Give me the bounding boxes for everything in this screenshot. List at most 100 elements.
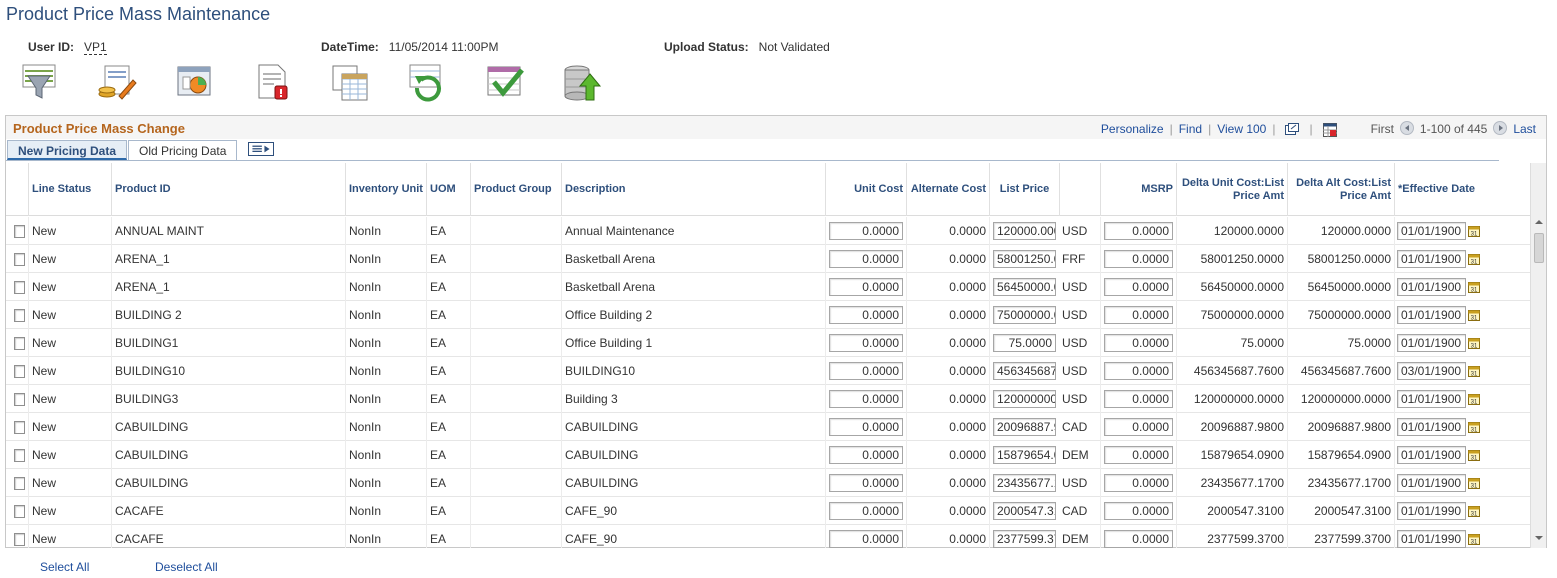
row-select-checkbox[interactable] [14,252,25,266]
msrp-input[interactable]: 0.0000 [1104,334,1173,352]
list-price-input[interactable]: 58001250.0 [993,250,1056,268]
header-delta-alt-cost[interactable]: Delta Alt Cost:List Price Amt [1287,163,1394,216]
download-excel-icon[interactable] [1322,123,1337,137]
last-link[interactable]: Last [1513,122,1536,136]
header-inventory-unit[interactable]: Inventory Unit [345,163,426,216]
header-line-status[interactable]: Line Status [28,163,111,216]
unit-cost-input[interactable]: 0.0000 [829,390,903,408]
unit-cost-input[interactable]: 0.0000 [829,502,903,520]
row-select-checkbox[interactable] [14,280,25,294]
effective-date-input[interactable]: 01/01/1900 [1397,474,1466,492]
header-msrp[interactable]: MSRP [1100,163,1176,216]
tab-old-pricing-data[interactable]: Old Pricing Data [128,140,238,160]
unit-cost-input[interactable]: 0.0000 [829,530,903,548]
select-all-link[interactable]: Select All [40,560,90,574]
calendar-icon[interactable]: 31 [1468,365,1480,378]
calendar-icon[interactable]: 31 [1468,477,1480,490]
effective-date-input[interactable]: 01/01/1900 [1397,390,1466,408]
list-price-input[interactable]: 75000000.0 [993,306,1056,324]
find-link[interactable]: Find [1178,122,1203,136]
msrp-input[interactable]: 0.0000 [1104,418,1173,436]
unit-cost-input[interactable]: 0.0000 [829,250,903,268]
header-product-id[interactable]: Product ID [111,163,345,216]
unit-cost-input[interactable]: 0.0000 [829,306,903,324]
calendar-icon[interactable]: 31 [1468,253,1480,266]
effective-date-input[interactable]: 01/01/1990 [1397,530,1466,548]
effective-date-input[interactable]: 01/01/1900 [1397,446,1466,464]
row-select-checkbox[interactable] [14,392,25,406]
header-alternate-cost[interactable]: Alternate Cost [906,163,989,216]
calendar-icon[interactable]: 31 [1468,337,1480,350]
msrp-input[interactable]: 0.0000 [1104,530,1173,548]
next-page-button[interactable] [1493,121,1508,135]
calendar-icon[interactable]: 31 [1468,393,1480,406]
list-price-input[interactable]: 75.0000 [993,334,1056,352]
msrp-input[interactable]: 0.0000 [1104,278,1173,296]
msrp-input[interactable]: 0.0000 [1104,222,1173,240]
row-select-checkbox[interactable] [14,420,25,434]
row-select-checkbox[interactable] [14,224,25,238]
row-select-checkbox[interactable] [14,308,25,322]
scroll-down-arrow[interactable] [1535,536,1543,540]
upload-icon[interactable] [562,62,602,102]
validate-icon[interactable] [485,62,525,102]
calendar-icon[interactable]: 31 [1468,449,1480,462]
list-price-input[interactable]: 15879654.0 [993,446,1056,464]
row-select-checkbox[interactable] [14,504,25,518]
msrp-input[interactable]: 0.0000 [1104,474,1173,492]
unit-cost-input[interactable]: 0.0000 [829,278,903,296]
previous-page-button[interactable] [1399,121,1414,135]
user-id-value[interactable]: VP1 [84,40,107,55]
scroll-up-arrow[interactable] [1535,220,1543,224]
tab-new-pricing-data[interactable]: New Pricing Data [7,140,128,160]
chart-icon[interactable] [175,62,215,102]
calendar-icon[interactable]: 31 [1468,309,1480,322]
calendar-icon[interactable]: 31 [1468,281,1480,294]
edit-prices-icon[interactable] [97,62,137,102]
calendar-icon[interactable]: 31 [1468,225,1480,238]
msrp-input[interactable]: 0.0000 [1104,390,1173,408]
row-select-checkbox[interactable] [14,448,25,462]
header-description[interactable]: Description [561,163,825,216]
header-delta-unit-cost[interactable]: Delta Unit Cost:List Price Amt [1176,163,1287,216]
view-all-link[interactable]: View 100 [1217,122,1267,136]
header-uom[interactable]: UOM [426,163,470,216]
effective-date-input[interactable]: 01/01/1900 [1397,222,1466,240]
msrp-input[interactable]: 0.0000 [1104,250,1173,268]
msrp-input[interactable]: 0.0000 [1104,502,1173,520]
list-price-input[interactable]: 456345687. [993,362,1056,380]
list-price-input[interactable]: 20096887.9 [993,418,1056,436]
msrp-input[interactable]: 0.0000 [1104,362,1173,380]
effective-date-input[interactable]: 01/01/1900 [1397,306,1466,324]
effective-date-input[interactable]: 01/01/1990 [1397,502,1466,520]
vertical-scrollbar[interactable] [1530,163,1546,548]
effective-date-input[interactable]: 01/01/1900 [1397,250,1466,268]
header-product-group[interactable]: Product Group [470,163,561,216]
unit-cost-input[interactable]: 0.0000 [829,222,903,240]
msrp-input[interactable]: 0.0000 [1104,306,1173,324]
effective-date-input[interactable]: 01/01/1900 [1397,278,1466,296]
effective-date-input[interactable]: 01/01/1900 [1397,418,1466,436]
scroll-thumb[interactable] [1534,233,1544,263]
unit-cost-input[interactable]: 0.0000 [829,474,903,492]
header-list-price[interactable]: List Price [989,163,1059,216]
header-unit-cost[interactable]: Unit Cost [825,163,906,216]
calendar-icon[interactable]: 31 [1468,533,1480,546]
list-price-input[interactable]: 56450000.0 [993,278,1056,296]
unit-cost-input[interactable]: 0.0000 [829,362,903,380]
row-select-checkbox[interactable] [14,532,25,546]
show-all-columns-icon[interactable] [248,142,274,156]
unit-cost-input[interactable]: 0.0000 [829,418,903,436]
calendar-icon[interactable]: 31 [1468,505,1480,518]
personalize-link[interactable]: Personalize [1100,122,1164,136]
unit-cost-input[interactable]: 0.0000 [829,334,903,352]
list-price-input[interactable]: 2000547.31 [993,502,1056,520]
filter-icon[interactable] [20,62,60,102]
row-select-checkbox[interactable] [14,336,25,350]
list-price-input[interactable]: 23435677.1 [993,474,1056,492]
deselect-all-link[interactable]: Deselect All [155,560,218,574]
header-effective-date[interactable]: *Effective Date [1394,163,1527,216]
report-icon[interactable] [252,62,292,102]
new-window-icon[interactable] [1285,123,1300,135]
effective-date-input[interactable]: 01/01/1900 [1397,334,1466,352]
